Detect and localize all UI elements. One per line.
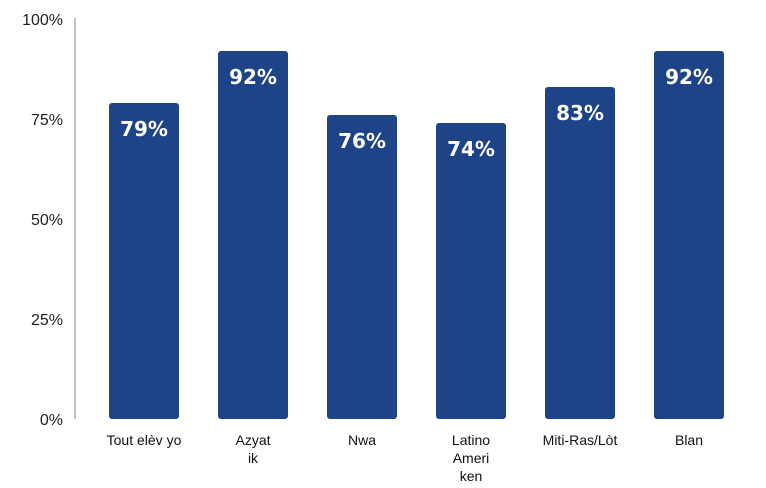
x-category-label-line: Nwa — [348, 432, 376, 448]
x-category-label-line: Ameri — [453, 450, 490, 466]
y-tick-label: 25% — [31, 312, 63, 329]
x-category-label: Latino Ameri ken — [452, 432, 490, 484]
bar-value-label: 74% — [447, 137, 495, 161]
bar — [218, 51, 288, 419]
x-category-label: Tout elèv yo — [107, 432, 182, 448]
x-category-label-line: Azyat — [235, 432, 270, 448]
x-category-label-line: Blan — [675, 432, 703, 448]
bar — [327, 115, 397, 419]
x-category-label: Miti-Ras/Lòt — [543, 432, 618, 448]
bar — [109, 103, 179, 419]
bar-value-label: 76% — [338, 129, 386, 153]
y-tick-label: 75% — [31, 112, 63, 129]
x-category-label-line: Tout elèv yo — [107, 432, 182, 448]
bar-value-label: 79% — [120, 117, 168, 141]
bar-value-label: 83% — [556, 101, 604, 125]
bar-value-label: 92% — [665, 65, 713, 89]
x-category-label-line: Miti-Ras/Lòt — [543, 432, 618, 448]
x-category-label: Nwa — [348, 432, 376, 448]
y-tick-label: 100% — [22, 12, 63, 29]
bar-value-label: 92% — [229, 65, 277, 89]
x-category-label-line: Latino — [452, 432, 490, 448]
bar — [436, 123, 506, 419]
x-category-label-line: ken — [460, 468, 483, 484]
x-category-label: Blan — [675, 432, 703, 448]
x-category-label: Azyat ik — [235, 432, 270, 466]
y-tick-label: 0% — [40, 412, 63, 429]
bar — [654, 51, 724, 419]
x-category-label-line: ik — [248, 450, 259, 466]
y-tick-label: 50% — [31, 212, 63, 229]
bar — [545, 87, 615, 419]
